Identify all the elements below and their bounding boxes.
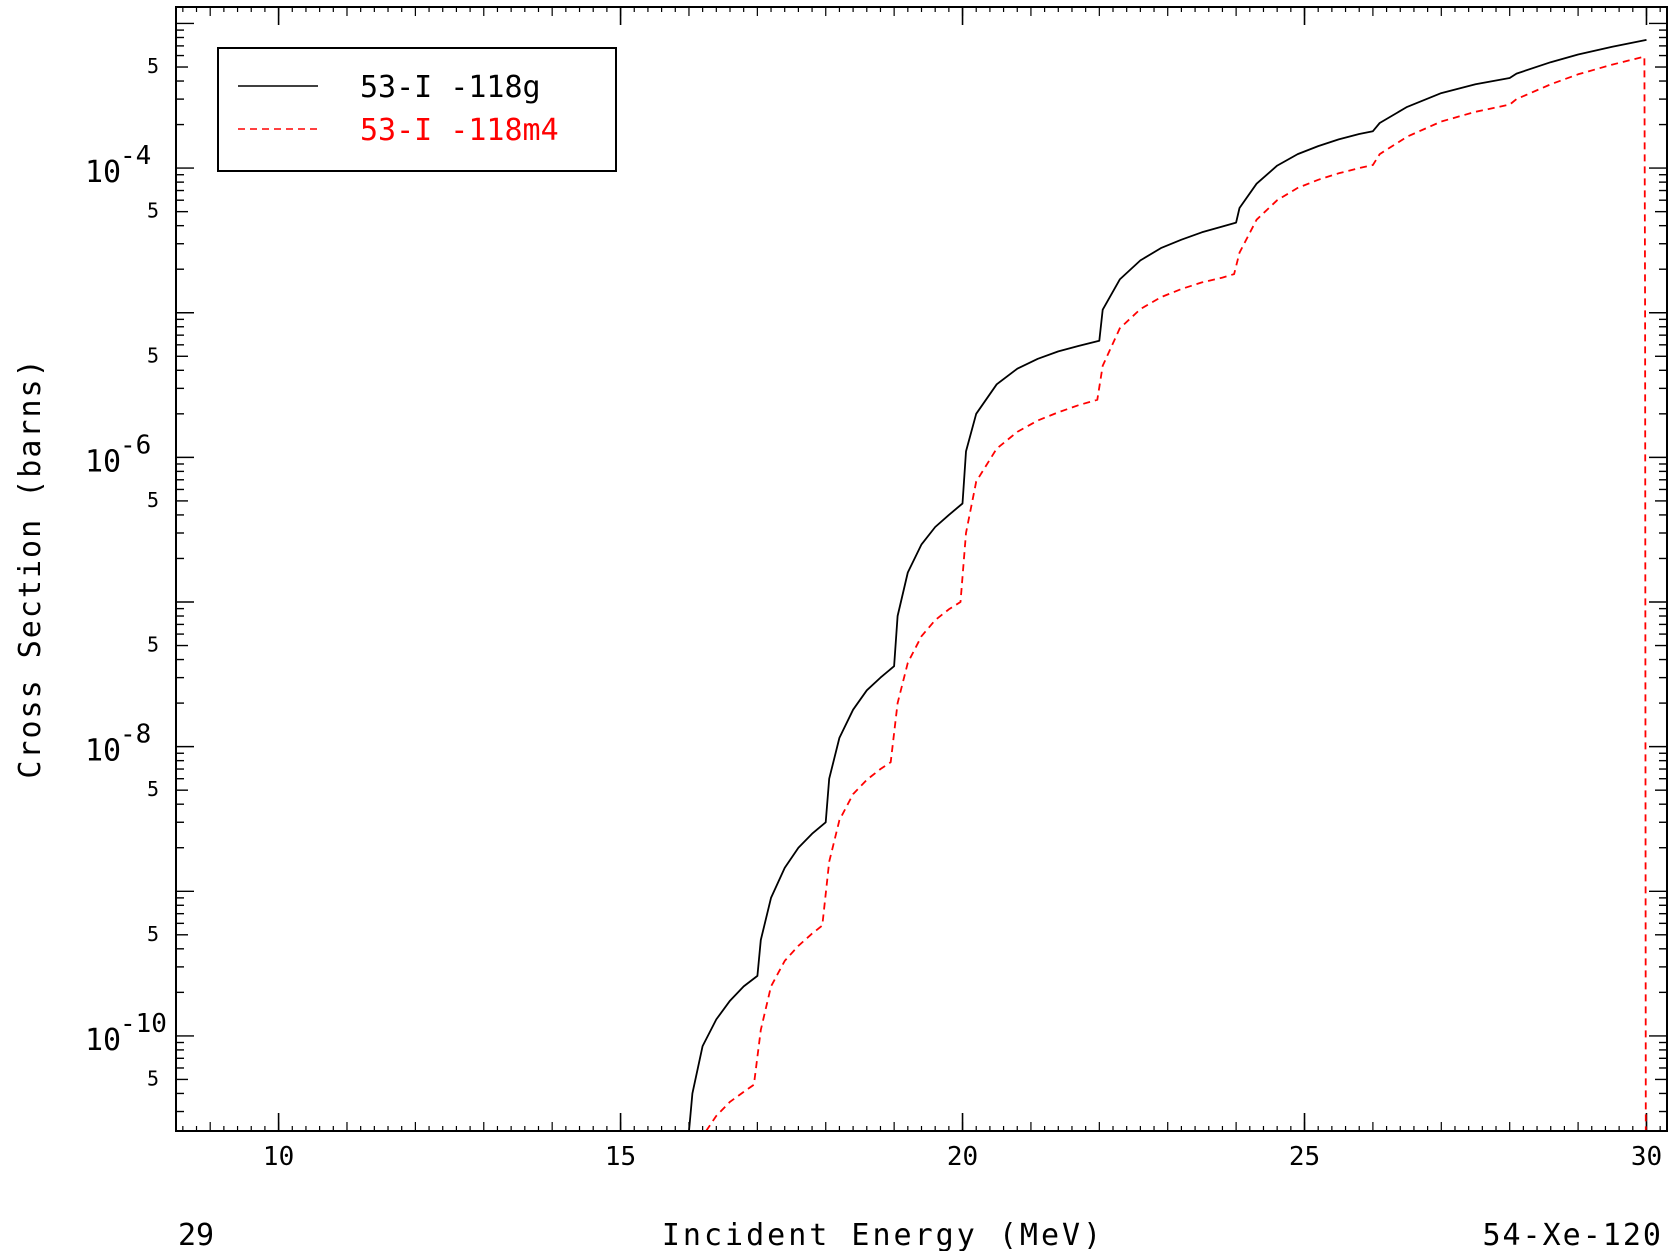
y-tick-label-decade: 10 (85, 734, 121, 769)
x-tick-label: 10 (263, 1142, 294, 1172)
y-tick-label-five: 5 (147, 633, 159, 657)
y-tick-label-five: 5 (147, 922, 159, 946)
plot-frame (175, 6, 1668, 1132)
y-tick-label-decade: 10 (85, 1023, 121, 1058)
footer-left-label: 29 (178, 1218, 214, 1251)
y-tick-label-exponent: -10 (120, 1009, 167, 1039)
y-tick-label-five: 5 (147, 488, 159, 512)
axis-major-ticks (176, 7, 1667, 1131)
series-line-0 (688, 39, 1647, 1132)
footer-right-label: 54-Xe-120 (1482, 1218, 1663, 1251)
y-tick-label-five: 5 (147, 199, 159, 223)
series-line-1 (705, 55, 1647, 1132)
y-tick-label-decade: 10 (85, 155, 121, 190)
y-tick-label-five: 5 (147, 777, 159, 801)
y-tick-label-five: 5 (147, 343, 159, 367)
y-tick-label-decade: 10 (85, 444, 121, 479)
y-tick-label-five: 5 (147, 1066, 159, 1090)
x-axis-label: Incident Energy (MeV) (662, 1218, 1104, 1251)
x-tick-label: 30 (1631, 1142, 1662, 1172)
x-tick-label: 25 (1289, 1142, 1320, 1172)
axis-minor-ticks (176, 7, 1667, 1131)
y-tick-label-exponent: -6 (120, 430, 151, 460)
x-tick-label: 20 (947, 1142, 978, 1172)
y-tick-label-five: 5 (147, 54, 159, 78)
legend-label-series-1: 53-I -118m4 (360, 113, 559, 148)
legend: 53-I -118g 53-I -118m4 (217, 47, 617, 172)
legend-label-series-0: 53-I -118g (360, 70, 541, 105)
x-tick-labels: 10 15 20 25 30 (263, 1142, 1662, 1172)
x-tick-label: 15 (605, 1142, 636, 1172)
legend-box (217, 47, 617, 172)
series-layer (688, 39, 1647, 1132)
y-tick-label-exponent: -8 (120, 720, 151, 750)
y-axis-label: Cross Section (barns) (13, 357, 48, 778)
y-tick-label-exponent: -4 (120, 141, 151, 171)
